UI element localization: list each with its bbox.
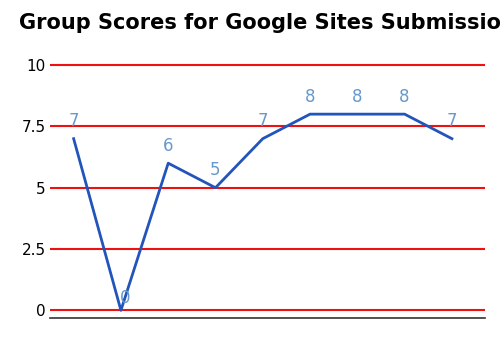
Text: 7: 7 bbox=[68, 112, 79, 130]
Text: 8: 8 bbox=[400, 88, 410, 105]
Title: Group Scores for Google Sites Submission: Group Scores for Google Sites Submission bbox=[19, 14, 500, 33]
Text: 6: 6 bbox=[163, 137, 173, 154]
Text: 8: 8 bbox=[305, 88, 316, 105]
Text: 7: 7 bbox=[446, 112, 457, 130]
Text: 8: 8 bbox=[352, 88, 362, 105]
Text: 0: 0 bbox=[120, 289, 130, 307]
Text: 7: 7 bbox=[258, 112, 268, 130]
Text: 5: 5 bbox=[210, 161, 220, 179]
